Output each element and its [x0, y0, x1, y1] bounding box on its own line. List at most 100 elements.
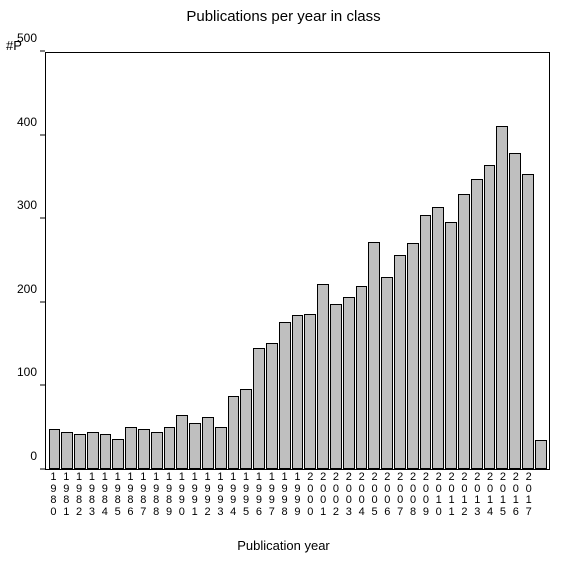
xtick-slot: 1994	[227, 472, 240, 520]
xtick-slot	[535, 472, 548, 520]
xtick-label: 1998	[282, 472, 288, 518]
bar	[100, 434, 112, 469]
bar-slot	[125, 53, 138, 469]
bar-slot	[86, 53, 99, 469]
xtick-slot: 1993	[214, 472, 227, 520]
xtick-label: 2017	[526, 472, 532, 518]
xtick-label: 1989	[166, 472, 172, 518]
xtick-slot: 2000	[304, 472, 317, 520]
xtick-slot: 1988	[150, 472, 163, 520]
bar-slot	[227, 53, 240, 469]
xtick-label: 2000	[307, 472, 313, 518]
bar	[420, 215, 432, 469]
xtick-label: 1987	[140, 472, 146, 518]
xtick-slot: 2014	[484, 472, 497, 520]
bar-slot	[394, 53, 407, 469]
xtick-label: 2011	[449, 472, 455, 518]
xtick-label: 2003	[346, 472, 352, 518]
bar-slot	[458, 53, 471, 469]
bar-slot	[509, 53, 522, 469]
xtick-label: 2009	[423, 472, 429, 518]
ytick-label: 0	[30, 449, 37, 463]
xtick-label: 2002	[333, 472, 339, 518]
xtick-slot: 2013	[471, 472, 484, 520]
bar	[496, 126, 508, 469]
bars-container	[46, 53, 549, 469]
xtick-slot: 1999	[291, 472, 304, 520]
xtick-slot: 1981	[60, 472, 73, 520]
bar-slot	[214, 53, 227, 469]
bar-slot	[406, 53, 419, 469]
xtick-label: 1981	[63, 472, 69, 518]
xtick-slot: 2017	[522, 472, 535, 520]
bar-slot	[496, 53, 509, 469]
bar-slot	[176, 53, 189, 469]
bar	[87, 432, 99, 469]
bar	[202, 417, 214, 469]
xtick-label: 1994	[230, 472, 236, 518]
xtick-slot: 1985	[111, 472, 124, 520]
ytick-label: 300	[17, 198, 37, 212]
bar-slot	[150, 53, 163, 469]
xtick-label: 1980	[50, 472, 56, 518]
bar-slot	[330, 53, 343, 469]
bar	[522, 174, 534, 469]
xtick-label: 1993	[217, 472, 223, 518]
xtick-label: 1986	[127, 472, 133, 518]
xtick-label: 1999	[294, 472, 300, 518]
xtick-label: 2016	[513, 472, 519, 518]
xtick-slot: 1998	[278, 472, 291, 520]
xaxis-ticks: 1980198119821983198419851986198719881989…	[45, 472, 550, 520]
bar-slot	[74, 53, 87, 469]
bar	[112, 439, 124, 469]
xtick-label: 2013	[474, 472, 480, 518]
bar	[330, 304, 342, 469]
bar-slot	[470, 53, 483, 469]
xtick-label: 1997	[269, 472, 275, 518]
bar	[253, 348, 265, 469]
bar-slot	[445, 53, 458, 469]
xtick-slot: 1997	[265, 472, 278, 520]
bar	[432, 207, 444, 469]
xtick-label: 1991	[192, 472, 198, 518]
bar	[49, 429, 61, 469]
bar	[368, 242, 380, 469]
xtick-label: 1985	[115, 472, 121, 518]
bar-slot	[202, 53, 215, 469]
bar-slot	[355, 53, 368, 469]
bar-slot	[266, 53, 279, 469]
bar	[317, 284, 329, 469]
bar	[445, 222, 457, 469]
bar-slot	[521, 53, 534, 469]
bar	[394, 255, 406, 469]
xtick-slot: 2002	[330, 472, 343, 520]
xtick-slot: 2009	[419, 472, 432, 520]
bar-slot	[163, 53, 176, 469]
bar	[471, 179, 483, 469]
bar-slot	[304, 53, 317, 469]
xtick-label: 1984	[102, 472, 108, 518]
chart-title: Publications per year in class	[0, 8, 567, 25]
bar	[407, 243, 419, 469]
bar	[343, 297, 355, 469]
bar-slot	[240, 53, 253, 469]
xtick-label: 2012	[461, 472, 467, 518]
bar	[356, 286, 368, 469]
bar-slot	[138, 53, 151, 469]
bar-slot	[48, 53, 61, 469]
xtick-label: 2010	[436, 472, 442, 518]
xtick-label: 2014	[487, 472, 493, 518]
bar	[61, 432, 73, 469]
xtick-slot: 2008	[407, 472, 420, 520]
bar	[509, 153, 521, 469]
bar-slot	[317, 53, 330, 469]
xaxis-label: Publication year	[0, 538, 567, 553]
xtick-label: 1982	[76, 472, 82, 518]
xtick-label: 2008	[410, 472, 416, 518]
bar	[189, 423, 201, 469]
bar	[535, 440, 547, 469]
bar-slot	[381, 53, 394, 469]
xtick-slot: 1986	[124, 472, 137, 520]
bar	[484, 165, 496, 469]
xtick-slot: 1989	[163, 472, 176, 520]
